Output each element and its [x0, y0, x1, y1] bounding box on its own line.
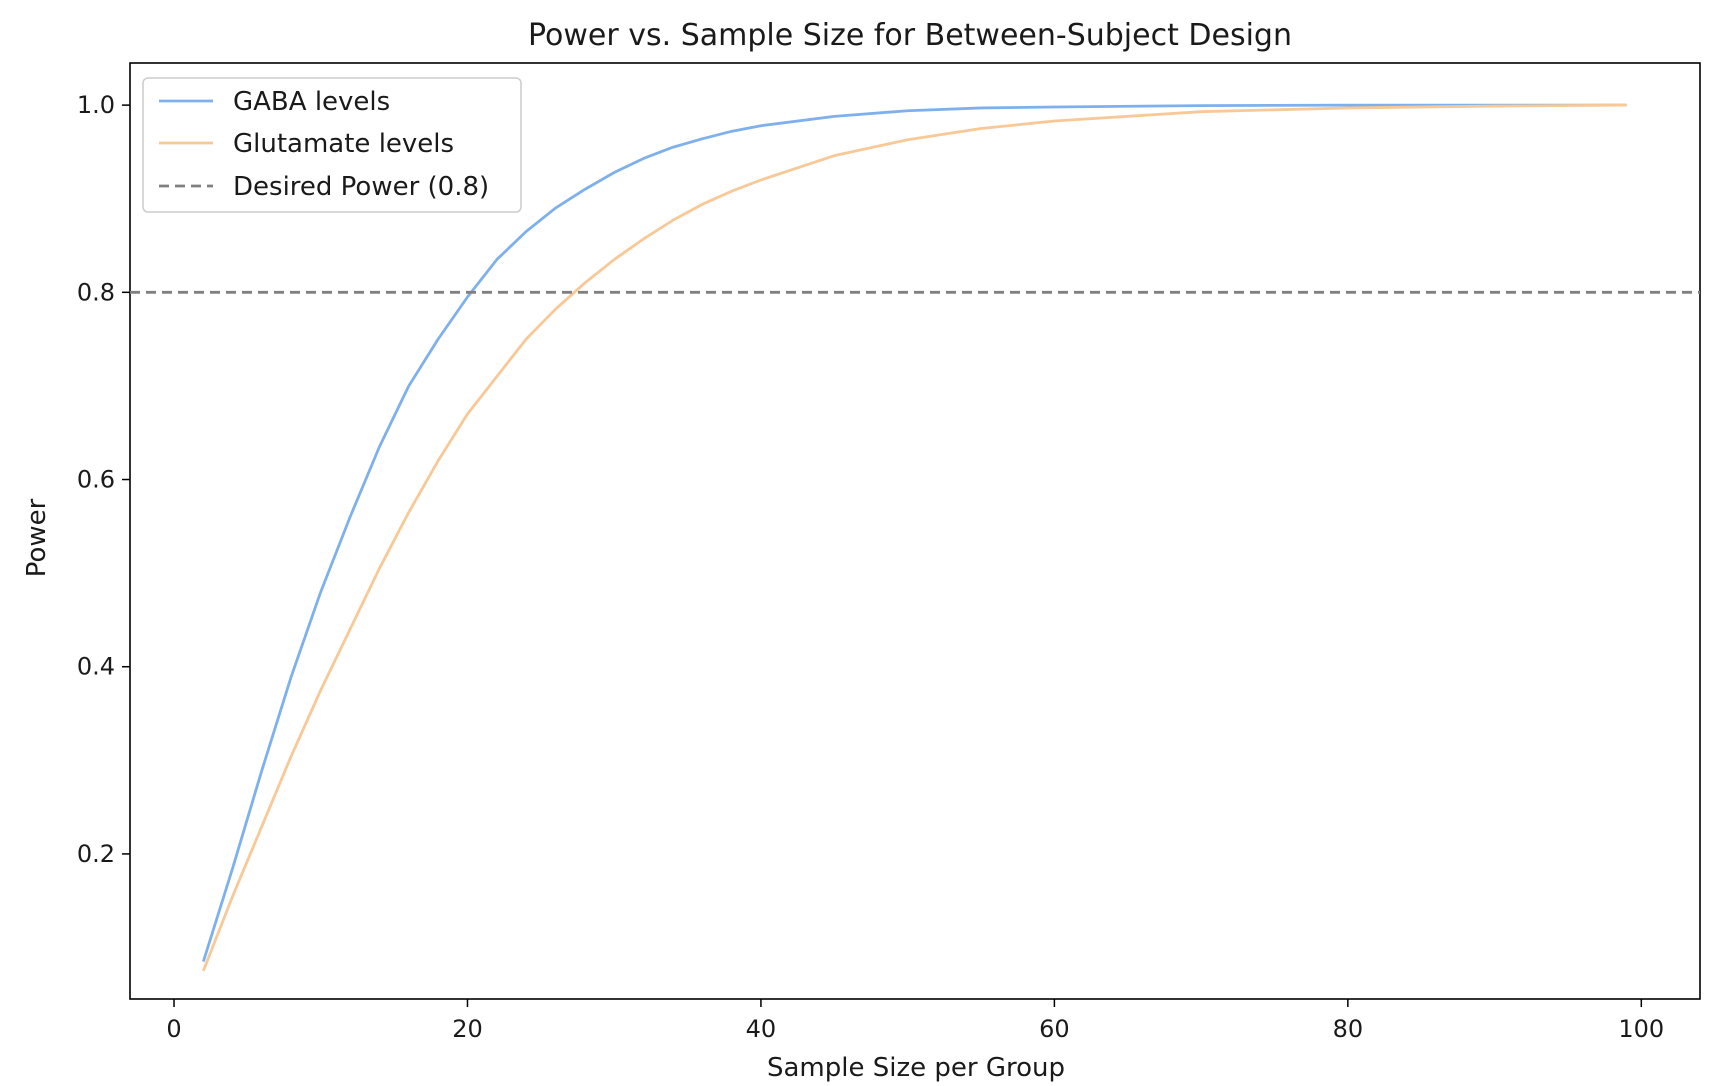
plot-area — [129, 62, 1701, 1000]
legend-label-glutamate: Glutamate levels — [233, 129, 454, 159]
y-tick-label: 1.0 — [77, 91, 115, 119]
legend-label-gaba: GABA levels — [233, 87, 390, 117]
axes-frame — [129, 62, 1701, 1000]
y-tick-label: 0.8 — [77, 278, 115, 306]
y-tick-label: 0.6 — [77, 466, 115, 494]
chart-title: Power vs. Sample Size for Between-Subjec… — [528, 18, 1292, 53]
x-tick-label: 40 — [746, 1015, 777, 1043]
x-axis-label: Sample Size per Group — [767, 1053, 1065, 1083]
series-line-gaba — [202, 103, 1627, 962]
legend: GABA levels Glutamate levels Desired Pow… — [142, 77, 522, 213]
series-layer — [202, 103, 1627, 972]
x-tick-label: 60 — [1039, 1015, 1070, 1043]
series-line-glutamate — [202, 103, 1627, 972]
legend-label-desired-power: Desired Power (0.8) — [233, 172, 489, 202]
y-axis-ticks: 0.2 0.4 0.6 0.8 1.0 — [77, 91, 130, 868]
y-axis-label: Power — [22, 498, 52, 577]
y-tick-label: 0.4 — [77, 653, 115, 681]
y-tick-label: 0.2 — [77, 840, 115, 868]
x-axis-ticks: 0 20 40 60 80 100 — [166, 999, 1664, 1043]
x-tick-label: 100 — [1618, 1015, 1664, 1043]
x-tick-label: 80 — [1333, 1015, 1364, 1043]
x-tick-label: 20 — [452, 1015, 483, 1043]
x-tick-label: 0 — [166, 1015, 181, 1043]
legend-box — [142, 77, 522, 213]
